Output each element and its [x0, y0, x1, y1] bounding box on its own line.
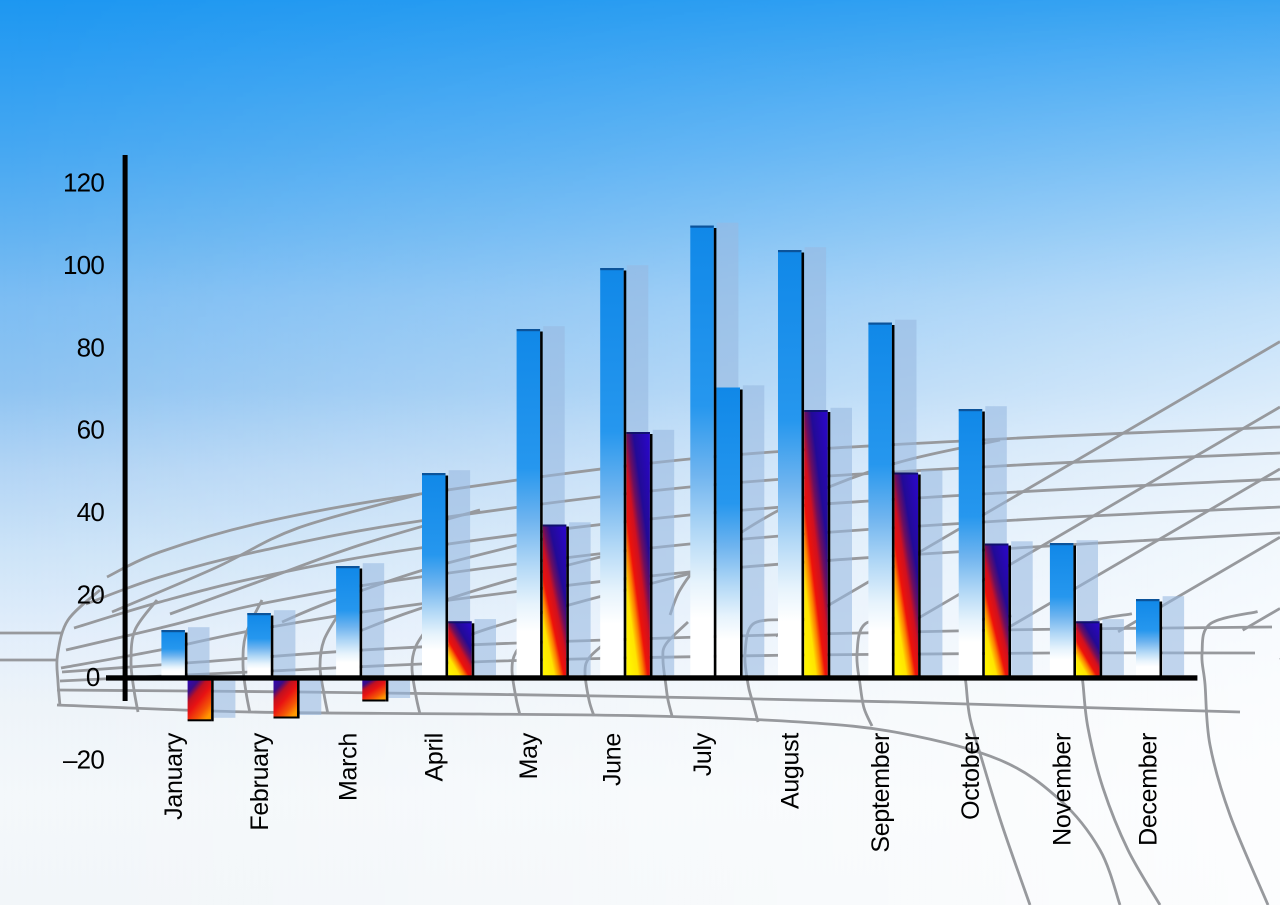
svg-text:0: 0: [86, 662, 100, 692]
svg-text:October: October: [957, 733, 985, 820]
svg-text:November: November: [1048, 733, 1076, 846]
svg-text:August: August: [777, 733, 805, 809]
svg-text:July: July: [689, 732, 717, 776]
svg-text:40: 40: [77, 497, 105, 527]
svg-text:February: February: [246, 732, 274, 830]
svg-text:May: May: [515, 732, 543, 779]
svg-text:December: December: [1135, 733, 1163, 846]
svg-text:80: 80: [77, 332, 105, 362]
svg-text:120: 120: [63, 168, 104, 198]
svg-text:100: 100: [63, 250, 104, 280]
svg-text:20: 20: [77, 580, 105, 610]
svg-text:September: September: [867, 733, 895, 853]
svg-text:60: 60: [77, 415, 105, 445]
svg-text:March: March: [335, 733, 363, 801]
svg-text:–20: –20: [63, 744, 104, 774]
svg-text:April: April: [421, 733, 449, 782]
svg-text:June: June: [599, 733, 627, 786]
svg-text:January: January: [160, 732, 188, 820]
